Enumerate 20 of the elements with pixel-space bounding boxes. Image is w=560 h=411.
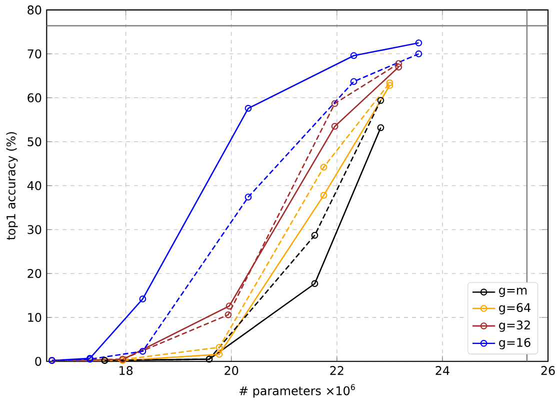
y-axis-title: top1 accuracy (%) xyxy=(6,132,18,240)
legend-label: g=16 xyxy=(499,338,530,350)
y-tick-label: 10 xyxy=(28,312,42,322)
x-tick-label: 26 xyxy=(541,366,555,376)
y-tick-label: 20 xyxy=(28,269,42,278)
x-tick-label: 22 xyxy=(330,366,344,375)
legend-label: g=64 xyxy=(499,303,530,314)
x-tick-label: 24 xyxy=(436,366,450,375)
y-tick-label: 50 xyxy=(28,137,42,146)
legend-label: g=32 xyxy=(499,320,530,332)
x-tick-label: 20 xyxy=(224,366,238,376)
y-tick-label: 80 xyxy=(28,5,42,14)
y-tick-label: 40 xyxy=(27,181,42,190)
x-tick-label: 18 xyxy=(120,366,133,376)
y-tick-label: 30 xyxy=(28,225,42,234)
x-axis-title: # parameters ×10$^{6}$ xyxy=(239,384,355,398)
y-tick-label: 0 xyxy=(35,356,42,366)
legend-label: g=m xyxy=(499,288,527,297)
y-tick-label: 60 xyxy=(28,93,42,102)
y-tick-label: 70 xyxy=(28,49,42,58)
